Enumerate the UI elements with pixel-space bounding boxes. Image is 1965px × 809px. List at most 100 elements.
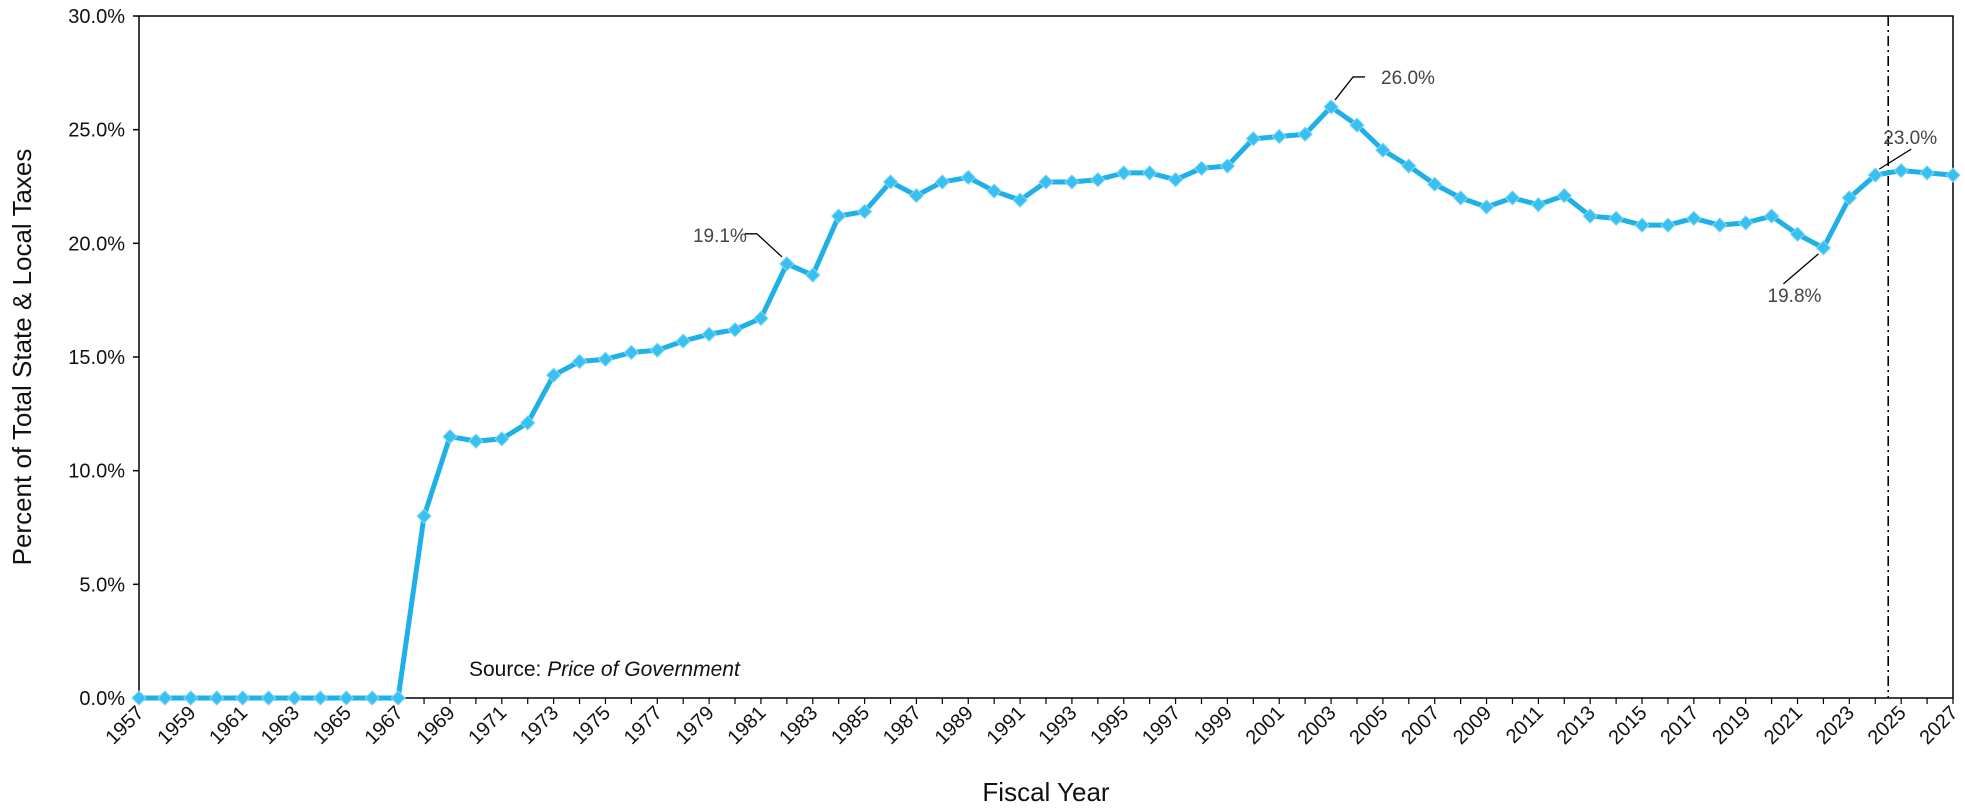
x-tick-label: 2019 [1708, 702, 1755, 749]
annotation-label-2022: 19.8% [1768, 286, 1822, 307]
data-point-1989 [960, 169, 976, 186]
data-point-1973 [545, 367, 562, 383]
data-point-1972 [520, 415, 536, 431]
annotation-label-2024: 23.0% [1883, 128, 1937, 149]
data-point-1964 [312, 690, 329, 706]
data-point-2024 [1867, 167, 1883, 183]
x-tick-label: 1993 [1034, 702, 1081, 749]
data-point-2017 [1686, 210, 1702, 227]
annotation-leader-2024 [1878, 148, 1912, 170]
data-point-1990 [986, 183, 1002, 199]
data-point-1974 [571, 353, 588, 370]
x-tick-label: 2023 [1812, 702, 1859, 749]
y-tick-label: 25.0% [68, 120, 125, 142]
x-tick-label: 1967 [361, 702, 408, 749]
annotation-label-1982: 19.1% [693, 226, 747, 247]
data-point-1968 [416, 508, 432, 524]
data-point-2009 [1478, 199, 1495, 215]
data-point-1967 [390, 690, 406, 706]
data-point-2008 [1452, 190, 1469, 206]
data-point-1998 [1193, 160, 1210, 177]
x-tick-label: 1987 [879, 702, 926, 749]
data-point-1961 [234, 690, 251, 706]
data-point-1963 [286, 690, 303, 706]
data-point-1959 [183, 690, 199, 706]
x-tick-label: 1989 [931, 702, 978, 749]
source-note: Source: Price of Government [469, 658, 741, 681]
data-point-2016 [1660, 217, 1676, 233]
data-point-1997 [1167, 171, 1184, 188]
x-tick-label: 1981 [723, 702, 770, 749]
data-point-1966 [364, 690, 380, 706]
source-title: Price of Government [547, 658, 741, 681]
y-tick-label: 10.0% [68, 461, 125, 483]
data-point-2012 [1556, 187, 1572, 204]
data-point-1987 [908, 187, 925, 204]
data-point-2027 [1945, 167, 1961, 183]
annotation-leader-1982 [744, 233, 783, 258]
x-tick-label: 2001 [1242, 702, 1289, 749]
data-point-1984 [830, 208, 847, 224]
data-point-2020 [1763, 208, 1780, 224]
annotation-leader-2022 [1783, 253, 1819, 285]
data-point-2005 [1375, 142, 1391, 158]
x-tick-label: 1975 [568, 702, 615, 749]
data-point-1981 [753, 310, 769, 327]
data-point-2025 [1893, 162, 1909, 179]
data-point-2023 [1841, 190, 1858, 206]
data-point-2014 [1608, 210, 1624, 227]
x-tick-label: 2021 [1760, 702, 1807, 749]
annotation-leader-2003 [1334, 76, 1366, 101]
x-tick-label: 1973 [516, 702, 563, 749]
data-point-1979 [701, 326, 717, 342]
x-axis-title: Fiscal Year [982, 777, 1110, 807]
data-point-2010 [1504, 190, 1521, 206]
data-point-2003 [1323, 99, 1339, 115]
x-tick-label: 1961 [205, 702, 252, 749]
data-point-1957 [131, 690, 147, 706]
data-point-1993 [1064, 174, 1080, 190]
data-point-2011 [1530, 196, 1547, 213]
x-tick-label: 1971 [464, 702, 511, 749]
data-point-2002 [1297, 126, 1313, 142]
x-tick-label: 1991 [983, 702, 1030, 749]
data-point-1978 [675, 333, 691, 349]
data-point-2021 [1789, 226, 1806, 242]
data-point-1958 [157, 690, 173, 706]
data-point-2006 [1401, 158, 1417, 174]
x-tick-label: 1969 [412, 702, 459, 749]
data-point-1999 [1219, 158, 1236, 174]
data-point-1962 [260, 690, 277, 706]
data-point-1980 [727, 322, 743, 338]
x-tick-label: 1985 [827, 702, 874, 749]
data-point-1960 [209, 690, 225, 706]
data-point-2000 [1245, 131, 1262, 147]
data-point-1976 [623, 344, 640, 361]
data-point-2015 [1634, 217, 1650, 233]
x-tick-label: 1999 [1190, 702, 1237, 749]
y-tick-label: 0.0% [79, 688, 125, 710]
data-point-1971 [494, 431, 510, 447]
x-tick-label: 1983 [775, 702, 822, 749]
data-point-1965 [338, 690, 355, 706]
y-tick-label: 15.0% [68, 347, 125, 369]
x-tick-label: 1979 [672, 702, 719, 749]
data-point-1985 [856, 203, 873, 220]
data-point-1991 [1012, 192, 1028, 208]
data-point-1986 [882, 174, 899, 190]
source-prefix: Source: [469, 658, 547, 681]
x-tick-label: 2027 [1916, 702, 1963, 749]
annotation-label-2003: 26.0% [1381, 68, 1435, 89]
y-tick-label: 5.0% [79, 574, 125, 596]
data-point-1975 [597, 351, 614, 367]
data-point-2019 [1737, 215, 1754, 231]
x-tick-label: 1963 [257, 702, 304, 749]
data-point-2026 [1919, 165, 1935, 181]
data-point-1996 [1141, 165, 1158, 181]
data-point-2018 [1712, 217, 1728, 233]
x-tick-label: 2003 [1294, 702, 1341, 749]
y-tick-label: 30.0% [68, 6, 125, 28]
series-line [139, 104, 1954, 701]
